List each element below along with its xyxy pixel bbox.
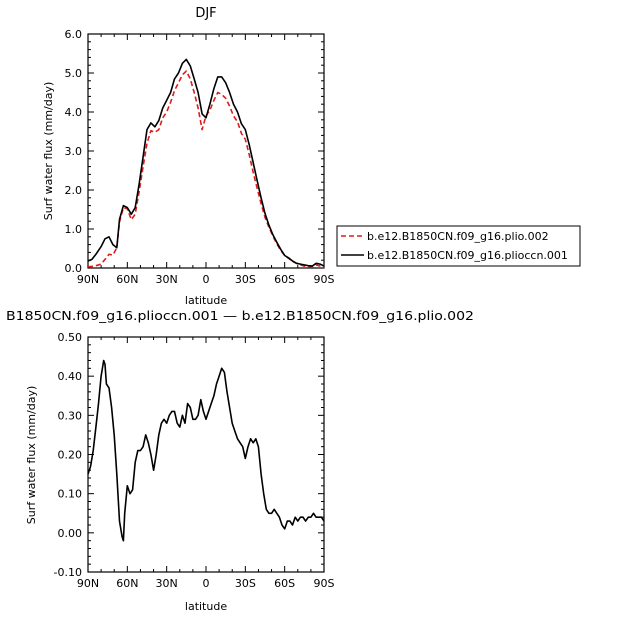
top-chart-axes: 90N 60N 30N 0 30S 60S 90S 0.0 1.0 2.0 3.0 4.0 5.0 6.0 <box>65 28 335 286</box>
top-chart-panel: DJF Surf water flux (mm/day) latitude 90… <box>42 6 335 307</box>
top-xtick-label: 90S <box>314 273 335 286</box>
top-ytick-label: 0.0 <box>65 262 83 275</box>
top-xtick-label: 30N <box>156 273 178 286</box>
bottom-ytick-label: 0.20 <box>58 449 83 462</box>
bottom-ytick-label: 0.00 <box>58 527 83 540</box>
top-ytick-label: 4.0 <box>65 106 83 119</box>
bottom-xtick-label: 30S <box>235 577 256 590</box>
bottom-chart-lines <box>87 359 325 542</box>
bottom-chart-title: B1850CN.f09_g16.plioccn.001 — b.e12.B185… <box>6 308 474 323</box>
bottom-chart-panel: B1850CN.f09_g16.plioccn.001 — b.e12.B185… <box>6 308 474 613</box>
top-chart-title: DJF <box>195 6 216 21</box>
bottom-ytick-label: -0.10 <box>54 566 82 579</box>
bottom-ytick-label: 0.10 <box>58 488 83 501</box>
top-xtick-label: 0 <box>203 273 210 286</box>
bottom-xtick-label: 0 <box>203 577 210 590</box>
bottom-xtick-label: 60N <box>116 577 138 590</box>
bottom-xtick-label: 30N <box>156 577 178 590</box>
bottom-chart-ylabel: Surf water flux (mm/day) <box>25 386 38 525</box>
top-ytick-label: 6.0 <box>65 28 83 41</box>
top-ytick-label: 5.0 <box>65 67 83 80</box>
bottom-ytick-label: 0.50 <box>58 331 83 344</box>
bottom-xtick-label: 90N <box>77 577 99 590</box>
bottom-xtick-label: 90S <box>314 577 335 590</box>
top-chart-ylabel: Surf water flux (mm/day) <box>42 82 55 221</box>
bottom-ytick-label: 0.30 <box>58 409 83 422</box>
legend-label-series-2: b.e12.B1850CN.f09_g16.plioccn.001 <box>367 249 568 262</box>
legend-label-series-1: b.e12.B1850CN.f09_g16.plio.002 <box>367 230 549 243</box>
top-xtick-label: 60S <box>274 273 295 286</box>
top-chart-lines <box>87 58 325 269</box>
top-ytick-label: 3.0 <box>65 145 83 158</box>
top-series-line-2 <box>87 58 325 267</box>
legend: b.e12.B1850CN.f09_g16.plio.002 b.e12.B18… <box>336 225 581 267</box>
bottom-xtick-label: 60S <box>274 577 295 590</box>
top-chart-xlabel: latitude <box>185 294 227 307</box>
top-xtick-label: 60N <box>116 273 138 286</box>
bottom-ytick-label: 0.40 <box>58 370 83 383</box>
bottom-series-line-1 <box>87 359 325 542</box>
top-xtick-label: 90N <box>77 273 99 286</box>
top-plot-frame <box>87 33 325 269</box>
bottom-chart-axes: 90N 60N 30N 0 30S 60S 90S -0.10 0.00 0.10 0.20 0.30… <box>54 331 335 590</box>
top-xtick-label: 30S <box>235 273 256 286</box>
top-series-line-1 <box>87 70 325 269</box>
bottom-chart-xlabel: latitude <box>185 600 227 613</box>
legend-box <box>336 225 581 267</box>
top-ytick-label: 2.0 <box>65 184 83 197</box>
top-ytick-label: 1.0 <box>65 223 83 236</box>
